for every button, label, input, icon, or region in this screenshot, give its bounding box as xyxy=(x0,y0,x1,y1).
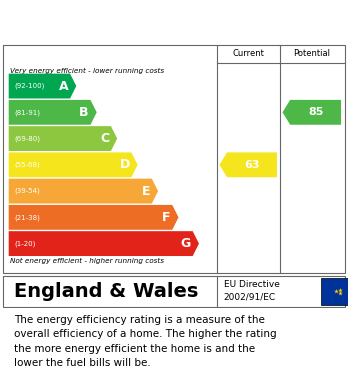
Polygon shape xyxy=(9,152,138,177)
Polygon shape xyxy=(9,74,76,99)
Polygon shape xyxy=(9,231,199,256)
Text: (69-80): (69-80) xyxy=(14,135,40,142)
Text: E: E xyxy=(142,185,150,197)
Text: The energy efficiency rating is a measure of the
overall efficiency of a home. T: The energy efficiency rating is a measur… xyxy=(14,315,277,368)
Text: Very energy efficient - lower running costs: Very energy efficient - lower running co… xyxy=(10,68,165,74)
Text: 63: 63 xyxy=(244,160,260,170)
Text: Potential: Potential xyxy=(294,49,331,58)
Text: F: F xyxy=(162,211,171,224)
Text: 85: 85 xyxy=(308,107,323,117)
Bar xyxy=(321,278,348,305)
Text: Not energy efficient - higher running costs: Not energy efficient - higher running co… xyxy=(10,258,165,264)
Text: (55-68): (55-68) xyxy=(14,161,40,168)
Polygon shape xyxy=(9,205,179,230)
Text: (1-20): (1-20) xyxy=(14,240,35,247)
Polygon shape xyxy=(283,100,341,125)
Text: (39-54): (39-54) xyxy=(14,188,40,194)
Text: EU Directive
2002/91/EC: EU Directive 2002/91/EC xyxy=(224,280,279,301)
Polygon shape xyxy=(9,100,97,125)
Polygon shape xyxy=(9,126,117,151)
Text: D: D xyxy=(119,158,129,171)
Text: Current: Current xyxy=(232,49,264,58)
Text: (81-91): (81-91) xyxy=(14,109,40,116)
Text: Energy Efficiency Rating: Energy Efficiency Rating xyxy=(10,12,239,30)
Text: England & Wales: England & Wales xyxy=(14,282,198,301)
Polygon shape xyxy=(9,179,158,204)
Polygon shape xyxy=(220,152,277,177)
Text: C: C xyxy=(100,132,109,145)
Text: (92-100): (92-100) xyxy=(14,83,44,89)
Text: B: B xyxy=(79,106,89,119)
Text: G: G xyxy=(181,237,191,250)
Text: A: A xyxy=(59,79,68,93)
Text: (21-38): (21-38) xyxy=(14,214,40,221)
